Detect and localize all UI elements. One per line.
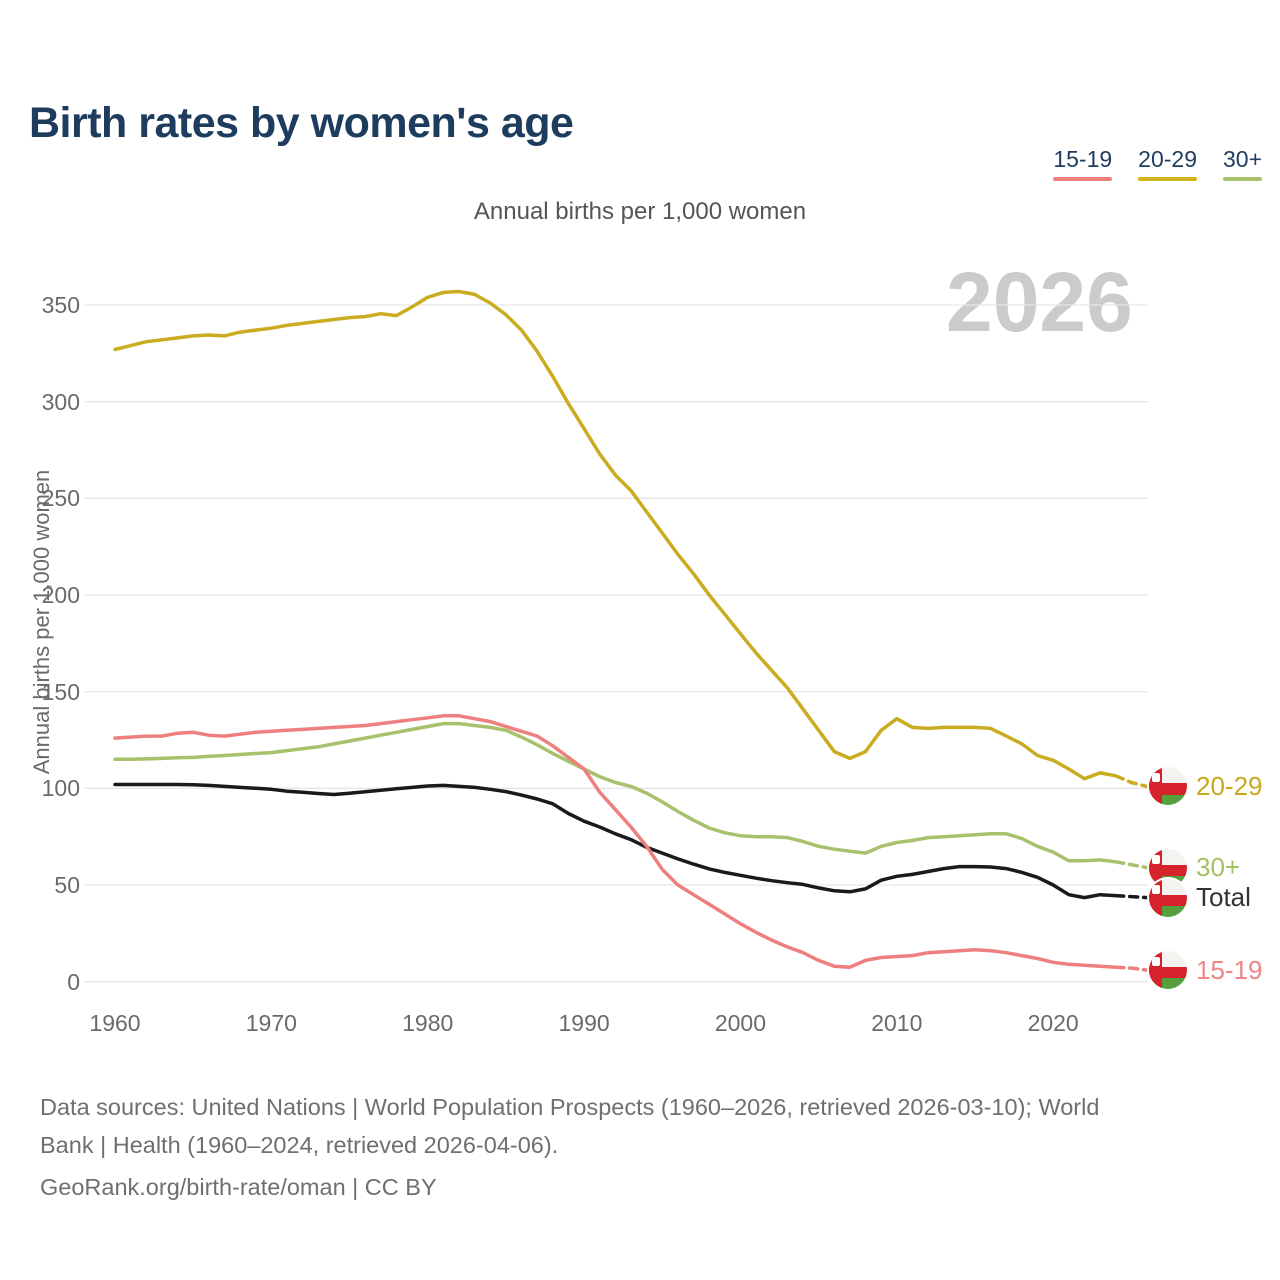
series-end-label-text: 30+ bbox=[1196, 852, 1241, 883]
y-tick-label: 0 bbox=[67, 968, 80, 995]
chart-subtitle: Annual births per 1,000 women bbox=[473, 198, 807, 225]
year-watermark: 2026 bbox=[946, 255, 1133, 349]
page-title: Birth rates by women's age bbox=[29, 98, 574, 147]
oman-flag-icon bbox=[1149, 767, 1187, 806]
x-tick-label: 2020 bbox=[1027, 1010, 1079, 1036]
y-axis-title: Annual births per 1,000 women bbox=[29, 469, 54, 775]
series-line-15-19 bbox=[1113, 965, 1149, 972]
y-tick-label: 350 bbox=[41, 292, 80, 318]
legend-item-15-19[interactable]: 15-19 bbox=[1053, 146, 1113, 181]
legend-item-30plus[interactable]: 30+ bbox=[1222, 146, 1262, 181]
series-end-label-text: 20-29 bbox=[1196, 770, 1263, 801]
series-line-Total bbox=[1113, 893, 1149, 900]
y-tick-label: 200 bbox=[41, 581, 80, 608]
legend-label: 15-19 bbox=[1053, 146, 1113, 172]
series-end-label-Total: Total bbox=[1149, 878, 1251, 917]
legend-label: 20-29 bbox=[1138, 146, 1197, 172]
legend-color-bar bbox=[1222, 177, 1262, 181]
oman-flag-icon bbox=[1149, 951, 1187, 990]
series-line-15-19 bbox=[113, 714, 1118, 969]
x-tick-label: 1960 bbox=[89, 1010, 141, 1036]
legend-label: 30+ bbox=[1222, 146, 1262, 172]
x-tick-label: 1990 bbox=[558, 1010, 610, 1036]
x-tick-label: 1980 bbox=[402, 1010, 454, 1036]
series-end-label-15-19: 15-19 bbox=[1149, 951, 1263, 990]
x-tick-label: 2000 bbox=[714, 1010, 767, 1036]
y-tick-label: 50 bbox=[54, 871, 80, 898]
series-end-label-text: Total bbox=[1196, 882, 1251, 913]
series-line-30+ bbox=[1113, 860, 1149, 870]
series-end-label-text: 15-19 bbox=[1196, 954, 1263, 985]
x-tick-label: 1970 bbox=[245, 1010, 297, 1036]
series-line-20-29 bbox=[113, 289, 1118, 781]
series-line-Total bbox=[113, 782, 1118, 900]
series-end-label-20-29: 20-29 bbox=[1149, 767, 1263, 806]
legend-item-20-29[interactable]: 20-29 bbox=[1138, 146, 1197, 181]
y-tick-label: 250 bbox=[41, 485, 80, 512]
x-tick-label: 2010 bbox=[871, 1010, 923, 1036]
footer: Data sources: United Nations | World Pop… bbox=[40, 1088, 1235, 1206]
legend: 15-19 20-29 30+ bbox=[1053, 146, 1262, 181]
y-tick-label: 150 bbox=[41, 678, 80, 705]
series-line-30+ bbox=[113, 721, 1118, 864]
oman-flag-icon bbox=[1149, 878, 1187, 917]
legend-color-bar bbox=[1053, 177, 1113, 181]
y-tick-label: 300 bbox=[41, 388, 80, 415]
data-sources-line: Bank | Health (1960–2024, retrieved 2026… bbox=[40, 1132, 559, 1158]
series-line-20-29 bbox=[1113, 774, 1149, 789]
georank-attribution: GeoRank.org/birth-rate/oman | CC BY bbox=[40, 1174, 437, 1200]
legend-color-bar bbox=[1138, 177, 1197, 181]
data-sources-line: Data sources: United Nations | World Pop… bbox=[40, 1094, 1100, 1120]
y-tick-label: 100 bbox=[41, 775, 80, 802]
